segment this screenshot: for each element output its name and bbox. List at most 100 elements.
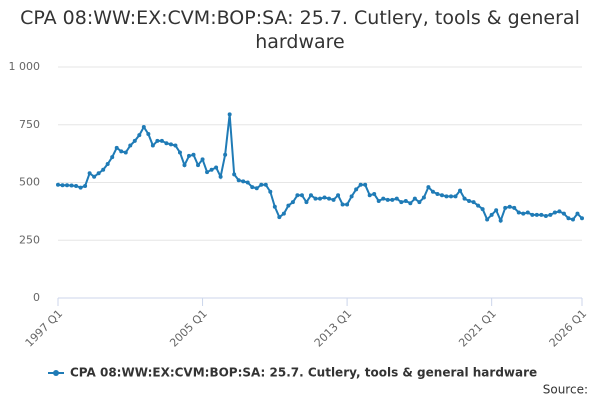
data-point	[512, 205, 517, 210]
data-point	[471, 200, 476, 205]
source: Source:	[543, 383, 588, 397]
data-point	[132, 138, 137, 143]
data-point	[259, 182, 264, 187]
data-point	[286, 203, 291, 208]
data-point	[87, 171, 92, 176]
data-point	[430, 189, 435, 194]
data-point	[83, 183, 88, 188]
data-point	[263, 182, 268, 187]
data-point	[277, 215, 282, 220]
data-point	[123, 150, 128, 155]
data-point	[191, 152, 196, 157]
data-point	[209, 167, 214, 172]
data-point	[580, 216, 584, 221]
x-tick-label: 1997 Q1	[23, 307, 66, 350]
data-point	[281, 211, 286, 216]
data-point	[60, 183, 65, 188]
data-point	[155, 138, 160, 143]
data-point	[354, 187, 359, 192]
data-point	[349, 194, 354, 199]
data-point	[187, 153, 191, 158]
data-point	[232, 172, 237, 177]
data-point	[110, 155, 115, 160]
data-point	[245, 180, 250, 185]
data-point	[223, 152, 228, 157]
data-point	[453, 194, 458, 199]
legend-marker	[53, 370, 59, 376]
data-point	[458, 188, 463, 193]
data-point	[530, 212, 535, 217]
data-point	[114, 145, 119, 150]
data-point	[421, 195, 426, 200]
x-tick-label: 2021 Q1	[456, 307, 499, 350]
data-point	[552, 210, 557, 215]
y-tick-label: 1 000	[9, 60, 41, 73]
data-point	[543, 213, 548, 218]
chart-title: CPA 08:WW:EX:CVM:BOP:SA: 25.7. Cutlery, …	[20, 7, 580, 53]
data-point	[214, 165, 219, 170]
data-point	[331, 197, 336, 202]
y-tick-label: 500	[19, 176, 40, 189]
data-point	[417, 200, 422, 205]
data-point	[182, 163, 187, 168]
data-point	[394, 196, 399, 201]
data-point	[340, 202, 345, 207]
data-point	[241, 179, 246, 184]
data-point	[399, 200, 404, 205]
data-point	[363, 182, 368, 187]
data-point	[534, 212, 539, 217]
data-point	[467, 198, 472, 203]
data-point	[200, 157, 205, 162]
data-point	[408, 201, 413, 206]
data-point	[390, 197, 395, 202]
data-point	[308, 193, 313, 198]
data-point	[218, 174, 223, 179]
data-point	[304, 200, 309, 205]
data-point	[150, 143, 155, 148]
data-point	[290, 200, 295, 205]
data-point	[168, 142, 173, 147]
data-point	[539, 212, 544, 217]
data-point	[476, 203, 481, 208]
x-tick-label: 2013 Q1	[312, 307, 355, 350]
data-point	[516, 210, 521, 215]
data-point	[439, 193, 444, 198]
data-point	[56, 182, 60, 187]
data-point	[254, 186, 259, 191]
data-point	[345, 202, 350, 207]
data-point	[196, 163, 201, 168]
data-point	[336, 193, 341, 198]
data-point	[164, 141, 169, 146]
data-point	[376, 198, 381, 203]
data-point	[92, 174, 97, 179]
data-point	[403, 198, 408, 203]
y-tick-label: 750	[19, 118, 40, 131]
data-point	[557, 209, 562, 214]
data-point	[159, 138, 164, 143]
data-point	[322, 195, 327, 200]
data-point	[65, 183, 70, 188]
data-point	[548, 212, 553, 217]
data-point	[367, 193, 372, 198]
x-tick-label: 2026 Q1	[547, 307, 590, 350]
data-point	[295, 193, 300, 198]
data-point	[69, 183, 74, 188]
data-point	[313, 196, 318, 201]
data-point	[525, 210, 530, 215]
data-point	[485, 217, 490, 222]
data-point	[318, 196, 322, 201]
data-point	[494, 208, 499, 213]
data-point	[250, 185, 255, 190]
data-point	[489, 212, 494, 217]
data-point	[227, 112, 232, 117]
data-point	[78, 185, 83, 190]
y-tick-label: 0	[33, 291, 40, 304]
data-point	[268, 189, 273, 194]
data-point	[521, 211, 526, 216]
data-point	[101, 167, 106, 172]
data-point	[381, 196, 386, 201]
data-point	[119, 149, 124, 154]
data-point	[299, 193, 304, 198]
